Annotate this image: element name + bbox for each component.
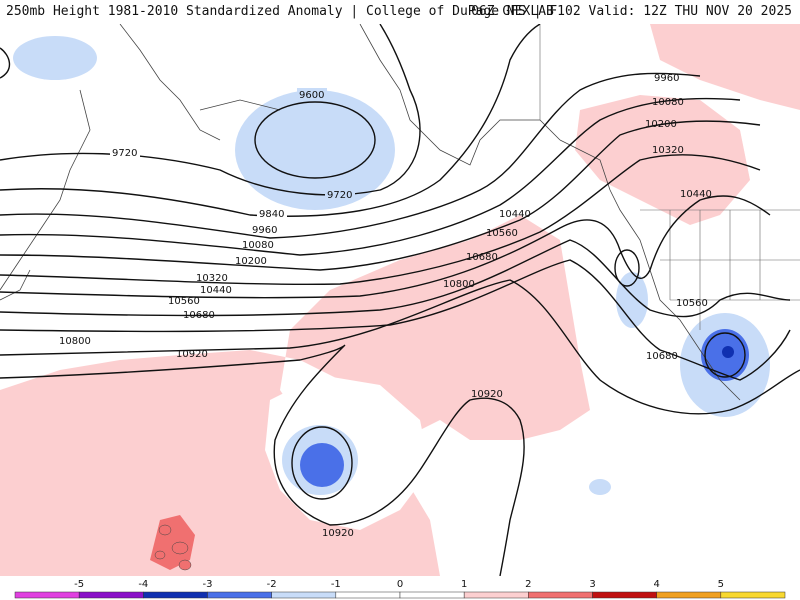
contour-label: 10200: [235, 256, 267, 267]
colorbar-tick-label: 1: [461, 579, 467, 590]
contour-label: 10440: [680, 189, 712, 200]
contour-label: 9720: [327, 190, 352, 201]
hawaiian-islands: [154, 524, 192, 571]
contour-10440: [0, 195, 771, 299]
colorbar-tick-label: 4: [653, 579, 659, 590]
contour-10800: [0, 279, 800, 415]
colorbar-tick-label: -3: [203, 579, 213, 590]
contour-label: 10680: [466, 252, 498, 263]
contour-label: 10320: [196, 273, 228, 284]
contour-label: 10920: [176, 349, 208, 360]
contour-low-sw: [704, 332, 746, 378]
colorbar-segment: [78, 591, 144, 599]
model-run-info: 06Z GFS | F102 Valid: 12Z THU NOV 20 202…: [471, 4, 792, 19]
negative-anomaly-sw-core: [722, 346, 734, 358]
colorbar-segment: [271, 591, 337, 599]
contour-label: 10440: [499, 209, 531, 220]
colorbar-segment: [656, 591, 722, 599]
contour-10080: [0, 97, 741, 256]
positive-anomaly-ne: [650, 24, 800, 110]
colorbar-segment: [143, 591, 208, 599]
colorbar-tick-label: 3: [589, 579, 595, 590]
negative-anomaly-pacific-inner: [300, 443, 344, 487]
contour-label: 9840: [259, 209, 284, 220]
colorbar-segment: [528, 591, 593, 599]
contour-9600: [254, 101, 376, 179]
negative-anomaly-alaska: [235, 90, 395, 210]
anomaly-colorbar: -5 -4 -3 -2 -1 0 1 2 3 4 5: [14, 579, 786, 599]
contour-9960: [0, 72, 701, 239]
contour-label: 10080: [242, 240, 274, 251]
contour-label: 10680: [183, 310, 215, 321]
contour-label: 10320: [652, 145, 684, 156]
contour-label: 10560: [676, 298, 708, 309]
contour-10680: [0, 259, 791, 381]
contour-labels: 9600 9720 9720 9840 9960 9960 10080 1008…: [59, 73, 712, 539]
map-title: 250mb Height 1981-2010 Standardized Anom…: [6, 4, 554, 19]
coastlines: [0, 24, 741, 401]
contour-label: 9960: [252, 225, 277, 236]
colorbar-segment: [399, 591, 465, 599]
contour-label: 9600: [299, 90, 324, 101]
colorbar-segment: [463, 591, 529, 599]
colorbar-tick-label: -1: [331, 579, 341, 590]
contour-label: 10560: [168, 296, 200, 307]
colorbar-tick-label: 0: [397, 579, 403, 590]
anomaly-map: 9600 9720 9720 9840 9960 9960 10080 1008…: [0, 24, 800, 576]
contour-label: 9720: [112, 148, 137, 159]
colorbar-segment: [335, 591, 401, 599]
colorbar-segment: [207, 591, 272, 599]
positive-anomaly-pacific: [0, 215, 590, 576]
contour-10200: [0, 120, 761, 271]
contour-label: 10800: [59, 336, 91, 347]
contour-label: 10200: [645, 119, 677, 130]
contour-10920: [0, 344, 525, 576]
contour-coast-loop: [614, 249, 640, 287]
state-borders: [539, 24, 800, 330]
colorbar-tick-label: -5: [74, 579, 84, 590]
contour-10560: [0, 239, 791, 318]
contour-label: 10920: [471, 389, 503, 400]
contour-label: 10440: [200, 285, 232, 296]
contour-label: 10920: [322, 528, 354, 539]
contour-9840: [0, 24, 541, 217]
colorbar-tick-label: 2: [525, 579, 531, 590]
colorbar-segment: [720, 591, 786, 599]
contour-low-pacific: [291, 426, 353, 500]
contour-label: 10080: [652, 97, 684, 108]
colorbar-tick-label: -4: [138, 579, 148, 590]
colorbar-tick-label: -2: [267, 579, 277, 590]
contour-9720-top: [0, 47, 11, 79]
negative-anomaly-small: [589, 479, 611, 495]
contour-label: 10560: [486, 228, 518, 239]
colorbar-tick-label: 5: [718, 579, 724, 590]
colorbar-segment: [592, 591, 657, 599]
negative-anomaly-top-left: [13, 36, 97, 80]
title-bar: 250mb Height 1981-2010 Standardized Anom…: [0, 0, 800, 24]
contour-10320: [0, 154, 761, 286]
contour-label: 9960: [654, 73, 679, 84]
contour-label: 10800: [443, 279, 475, 290]
colorbar-segment: [14, 591, 80, 599]
contour-label: 10680: [646, 351, 678, 362]
positive-anomaly-nw: [575, 95, 750, 225]
anomaly-shading: [0, 24, 800, 576]
negative-anomaly-coast: [616, 272, 648, 328]
